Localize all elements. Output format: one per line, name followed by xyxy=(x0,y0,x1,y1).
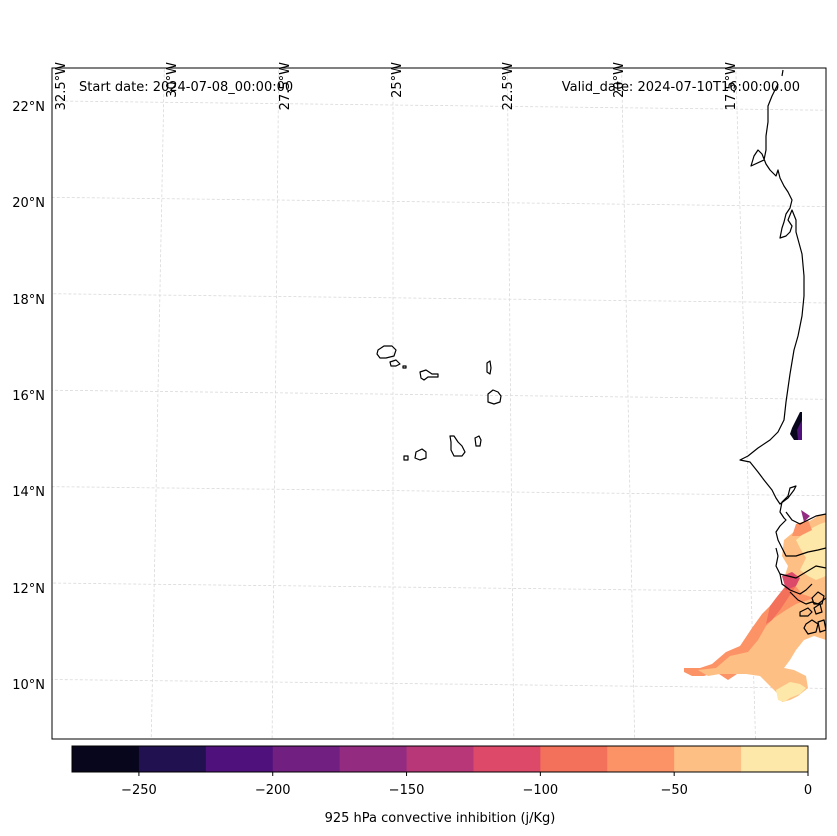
coastline-bijagos-3 xyxy=(803,619,819,635)
island-brava xyxy=(403,455,409,461)
valid-date-label: Valid_date: 2024-07-10T16:00:00.00 xyxy=(562,80,800,95)
cin-region-capvert-tip xyxy=(801,510,810,522)
parallel-line xyxy=(52,679,826,689)
cin-region-senegal-pink xyxy=(782,572,800,590)
colorbar-ticks: −250 −200 −150 −100 −50 0 xyxy=(121,772,812,798)
colorbar-segment xyxy=(205,746,274,772)
cin-region-dark-spot-edge xyxy=(797,420,802,440)
latitude-tick-label: 22°N xyxy=(12,100,45,115)
colorbar-segment xyxy=(406,746,474,772)
longitude-labels: 32.5°W 30°W 27.5°W 25°W 22.5°W 20°W 17.5°W xyxy=(54,62,739,110)
coastlines xyxy=(376,69,826,635)
colorbar-tick-label: 0 xyxy=(804,783,812,798)
island-fogo xyxy=(414,448,427,461)
latitude-labels: 22°N 20°N 18°N 16°N 14°N 12°N 10°N xyxy=(12,100,45,693)
longitude-tick-label: 25°W xyxy=(390,62,405,98)
map-content xyxy=(52,68,826,739)
latitude-tick-label: 10°N xyxy=(12,678,45,693)
parallel-line xyxy=(52,196,826,207)
island-santiago xyxy=(449,435,466,457)
cin-field xyxy=(684,412,826,702)
coastline-bijagos-1 xyxy=(799,607,813,617)
island-sao-nicolau xyxy=(419,369,439,381)
colorbar-tick-label: −50 xyxy=(660,783,687,798)
parallel-line xyxy=(52,582,826,593)
island-santo-antao xyxy=(376,345,397,359)
cin-region-minus25-0 xyxy=(776,682,806,702)
map-background xyxy=(52,68,826,739)
latitude-tick-label: 12°N xyxy=(12,582,45,597)
colorbar-segment xyxy=(473,746,541,772)
longitude-tick-label: 20°W xyxy=(612,62,627,98)
colorbar-frame xyxy=(71,745,809,773)
island-santa-luzia xyxy=(402,365,407,369)
colorbar-segment xyxy=(540,746,608,772)
colorbar-tick-label: −200 xyxy=(255,783,291,798)
latitude-tick-label: 16°N xyxy=(12,389,45,404)
island-boa-vista xyxy=(487,389,502,405)
parallel-line xyxy=(52,389,826,400)
colorbar-segment xyxy=(607,746,675,772)
longitude-tick-label: 22.5°W xyxy=(501,62,516,110)
cin-region-capvert-orange xyxy=(792,520,812,536)
cin-region-minus50-25 xyxy=(698,596,826,702)
colorbar-tick-label: −250 xyxy=(121,783,157,798)
longitude-tick-label: 17.5°W xyxy=(724,62,739,110)
parallel-line xyxy=(52,293,826,304)
parallel-line xyxy=(52,100,826,111)
gridlines xyxy=(52,68,826,739)
latitude-tick-label: 20°N xyxy=(12,196,45,211)
longitude-tick-label: 27.5°W xyxy=(278,62,293,110)
island-maio xyxy=(474,435,482,447)
meridian-line xyxy=(150,68,165,739)
coastline-bijagos-5 xyxy=(811,591,825,605)
colorbar-tick-label: −100 xyxy=(523,783,559,798)
longitude-tick-label: 30°W xyxy=(165,62,180,98)
coastline-africa xyxy=(739,69,826,605)
island-sao-vicente xyxy=(389,359,401,367)
start-date-label: Start date: 2024-07-08_00:00:00 xyxy=(79,80,293,95)
latitude-tick-label: 18°N xyxy=(12,293,45,308)
island-sal xyxy=(486,360,492,375)
colorbar-tick-label: −150 xyxy=(389,783,425,798)
colorbar-segment xyxy=(138,746,207,772)
coastline-bijagos-2 xyxy=(813,603,823,615)
longitude-tick-label: 32.5°W xyxy=(54,62,69,110)
colorbar-segment xyxy=(741,746,809,772)
colorbar xyxy=(72,746,809,772)
colorbar-label: 925 hPa convective inhibition (j/Kg) xyxy=(325,811,556,826)
colorbar-segment xyxy=(674,746,742,772)
colorbar-segment xyxy=(72,746,140,772)
coastline-bijagos-4 xyxy=(817,619,826,633)
latitude-tick-label: 14°N xyxy=(12,485,45,500)
colorbar-segment xyxy=(339,746,408,772)
map-frame xyxy=(51,67,827,740)
meridian-line xyxy=(621,68,636,739)
parallel-line xyxy=(52,486,826,497)
colorbar-segment xyxy=(272,746,341,772)
